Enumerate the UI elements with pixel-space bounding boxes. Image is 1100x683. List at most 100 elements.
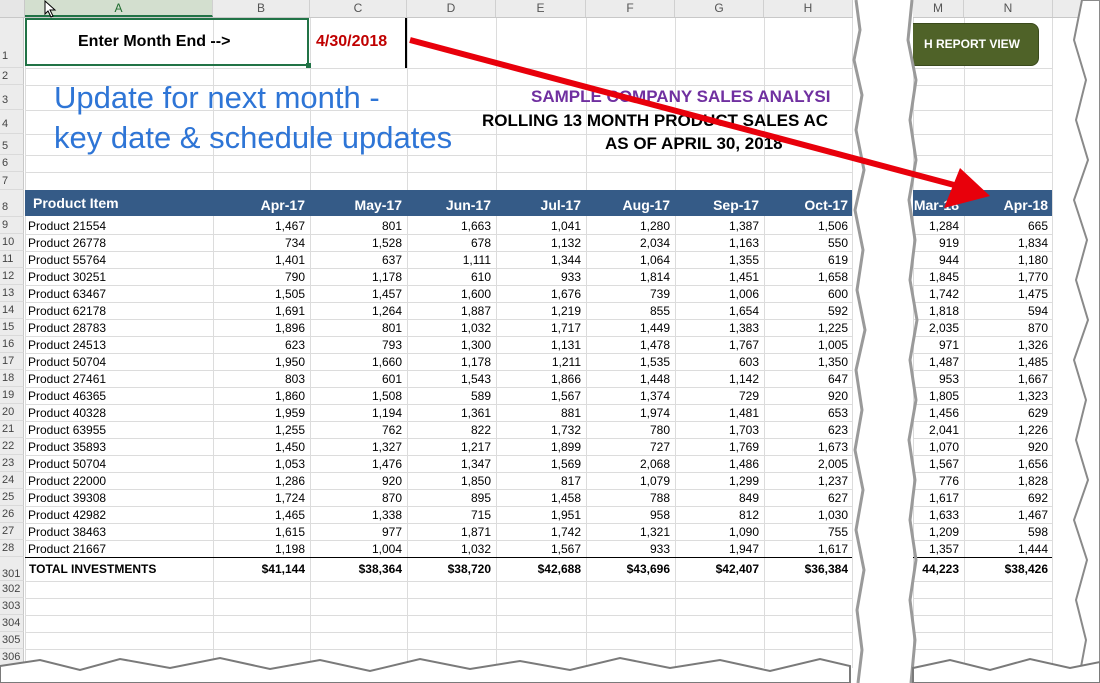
sales-value-cell[interactable]: 817 (560, 474, 581, 488)
sales-value-cell[interactable]: 1,111 (462, 253, 491, 267)
sales-value-cell[interactable]: 1,506 (817, 219, 848, 233)
sales-value-cell[interactable]: 812 (738, 508, 759, 522)
row-header[interactable]: 17 (0, 353, 24, 370)
sales-value-cell[interactable]: 870 (1027, 321, 1048, 335)
sales-value-cell[interactable]: 1,834 (1017, 236, 1048, 250)
sales-value-cell[interactable]: 2,034 (639, 236, 670, 250)
sales-value-cell[interactable]: 1,656 (1017, 457, 1048, 471)
sales-value-cell[interactable]: 1,769 (728, 440, 759, 454)
product-name-cell[interactable]: Product 55764 (28, 253, 107, 267)
sales-value-cell[interactable]: 1,053 (274, 457, 305, 471)
row-header[interactable]: 3 (0, 85, 24, 110)
sales-value-cell[interactable]: 1,387 (728, 219, 759, 233)
sales-value-cell[interactable]: 1,457 (371, 287, 402, 301)
sales-value-cell[interactable]: 1,717 (550, 321, 581, 335)
sales-value-cell[interactable]: 971 (938, 338, 959, 352)
sales-value-cell[interactable]: 849 (738, 491, 759, 505)
sales-value-cell[interactable]: 2,041 (928, 423, 959, 437)
sales-value-cell[interactable]: 1,357 (928, 542, 959, 556)
sales-value-cell[interactable]: 1,691 (274, 304, 305, 318)
product-name-cell[interactable]: Product 22000 (28, 474, 107, 488)
sales-value-cell[interactable]: 1,321 (639, 525, 670, 539)
sales-value-cell[interactable]: 1,676 (550, 287, 581, 301)
sales-value-cell[interactable]: 920 (827, 389, 848, 403)
sales-value-cell[interactable]: 788 (649, 491, 670, 505)
sales-value-cell[interactable]: 1,194 (371, 406, 402, 420)
sales-value-cell[interactable]: 1,486 (728, 457, 759, 471)
sales-value-cell[interactable]: 1,615 (274, 525, 305, 539)
sales-value-cell[interactable]: 790 (284, 270, 305, 284)
sales-value-cell[interactable]: 601 (381, 372, 402, 386)
row-header[interactable]: 6 (0, 155, 24, 172)
sales-value-cell[interactable]: 1,866 (550, 372, 581, 386)
sales-value-cell[interactable]: 1,567 (550, 542, 581, 556)
sales-value-cell[interactable]: 594 (1027, 304, 1048, 318)
sales-value-cell[interactable]: 1,209 (928, 525, 959, 539)
row-header[interactable]: 5 (0, 134, 24, 155)
sales-value-cell[interactable]: 1,974 (639, 406, 670, 420)
sales-value-cell[interactable]: 1,818 (928, 304, 959, 318)
sales-value-cell[interactable]: 1,569 (550, 457, 581, 471)
product-name-cell[interactable]: Product 38463 (28, 525, 107, 539)
sales-value-cell[interactable]: 2,005 (817, 457, 848, 471)
row-header[interactable]: 305 (0, 632, 24, 649)
sales-value-cell[interactable]: 1,724 (274, 491, 305, 505)
sales-value-cell[interactable]: 1,344 (550, 253, 581, 267)
sales-value-cell[interactable]: 1,508 (371, 389, 402, 403)
sales-value-cell[interactable]: 1,617 (928, 491, 959, 505)
sales-value-cell[interactable]: 1,667 (1017, 372, 1048, 386)
sales-value-cell[interactable]: 1,458 (550, 491, 581, 505)
sales-value-cell[interactable]: 1,350 (817, 355, 848, 369)
sales-value-cell[interactable]: 780 (649, 423, 670, 437)
sales-value-cell[interactable]: 1,361 (460, 406, 491, 420)
sales-value-cell[interactable]: 1,732 (550, 423, 581, 437)
column-header-f[interactable]: F (586, 0, 675, 17)
sales-value-cell[interactable]: 919 (938, 236, 959, 250)
product-name-cell[interactable]: Product 63467 (28, 287, 107, 301)
row-header[interactable]: 28 (0, 540, 24, 557)
product-name-cell[interactable]: Product 26778 (28, 236, 107, 250)
sales-value-cell[interactable]: 1,004 (371, 542, 402, 556)
sales-value-cell[interactable]: 1,280 (639, 219, 670, 233)
sales-value-cell[interactable]: 550 (827, 236, 848, 250)
sales-value-cell[interactable]: 1,654 (728, 304, 759, 318)
row-header[interactable]: 20 (0, 404, 24, 421)
sales-value-cell[interactable]: 1,896 (274, 321, 305, 335)
sales-value-cell[interactable]: 1,070 (928, 440, 959, 454)
sales-value-cell[interactable]: 653 (827, 406, 848, 420)
sales-value-cell[interactable]: 1,950 (274, 355, 305, 369)
sales-value-cell[interactable]: 803 (284, 372, 305, 386)
sales-value-cell[interactable]: 1,178 (460, 355, 491, 369)
sales-value-cell[interactable]: 1,481 (728, 406, 759, 420)
column-header-g[interactable]: G (675, 0, 764, 17)
sales-value-cell[interactable]: 1,617 (817, 542, 848, 556)
sales-value-cell[interactable]: 822 (470, 423, 491, 437)
sales-value-cell[interactable]: 1,465 (274, 508, 305, 522)
product-name-cell[interactable]: Product 46365 (28, 389, 107, 403)
sales-value-cell[interactable]: 1,237 (817, 474, 848, 488)
sales-value-cell[interactable]: 665 (1027, 219, 1048, 233)
row-header[interactable]: 1 (0, 18, 24, 68)
product-name-cell[interactable]: Product 21667 (28, 542, 107, 556)
sales-value-cell[interactable]: 1,456 (928, 406, 959, 420)
sales-value-cell[interactable]: 1,163 (728, 236, 759, 250)
sales-value-cell[interactable]: 1,219 (550, 304, 581, 318)
row-header[interactable]: 27 (0, 523, 24, 540)
product-name-cell[interactable]: Product 63955 (28, 423, 107, 437)
sales-value-cell[interactable]: 977 (381, 525, 402, 539)
sales-value-cell[interactable]: 1,286 (274, 474, 305, 488)
column-header-n[interactable]: N (964, 0, 1053, 17)
row-header[interactable]: 7 (0, 172, 24, 190)
product-name-cell[interactable]: Product 35893 (28, 440, 107, 454)
sales-value-cell[interactable]: 623 (284, 338, 305, 352)
row-header[interactable]: 8 (0, 190, 24, 217)
row-header[interactable]: 10 (0, 234, 24, 251)
product-name-cell[interactable]: Product 30251 (28, 270, 107, 284)
sales-value-cell[interactable]: 619 (827, 253, 848, 267)
sales-value-cell[interactable]: 920 (1027, 440, 1048, 454)
sales-value-cell[interactable]: 1,951 (550, 508, 581, 522)
row-header[interactable]: 25 (0, 489, 24, 506)
total-value-cell[interactable]: $38,426 (1004, 562, 1048, 576)
sales-value-cell[interactable]: 1,947 (728, 542, 759, 556)
product-name-cell[interactable]: Product 21554 (28, 219, 107, 233)
